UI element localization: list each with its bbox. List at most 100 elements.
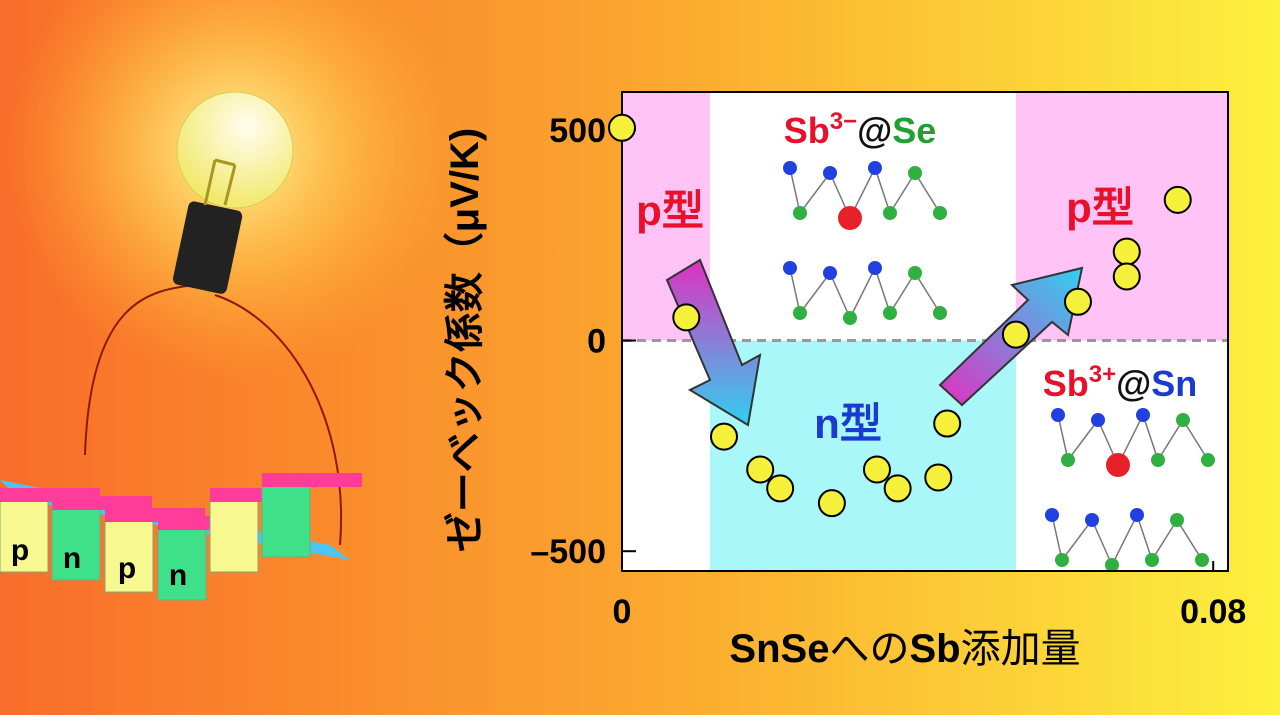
site-label-part: Se bbox=[892, 110, 936, 151]
atom bbox=[793, 306, 807, 320]
data-point bbox=[1163, 185, 1192, 214]
data-point bbox=[817, 489, 846, 518]
atom bbox=[883, 306, 897, 320]
leg bbox=[104, 519, 154, 593]
atom bbox=[1151, 453, 1165, 467]
data-point bbox=[883, 474, 912, 503]
data-point bbox=[766, 474, 795, 503]
atom bbox=[1170, 513, 1184, 527]
atom bbox=[933, 206, 947, 220]
leg-label: p bbox=[118, 552, 136, 585]
atom bbox=[1201, 453, 1215, 467]
data-point bbox=[672, 303, 701, 332]
site-label-part: Sb bbox=[1043, 363, 1089, 404]
region-label: p型 bbox=[1066, 184, 1134, 231]
bond bbox=[1136, 514, 1153, 561]
x-axis-label-part: の bbox=[869, 627, 909, 671]
region-label: n型 bbox=[814, 400, 882, 447]
bond bbox=[1176, 519, 1203, 561]
atom bbox=[908, 266, 922, 280]
data-point bbox=[924, 463, 953, 492]
atom bbox=[1136, 408, 1150, 422]
data-point bbox=[1112, 237, 1141, 266]
x-axis-label-part: Sb bbox=[909, 627, 960, 671]
atom bbox=[1061, 453, 1075, 467]
bond bbox=[799, 272, 831, 314]
atom bbox=[843, 311, 857, 325]
bond bbox=[789, 267, 801, 314]
x-tick-label: 0.08 bbox=[1180, 593, 1246, 631]
atom bbox=[823, 166, 837, 180]
leg bbox=[157, 527, 207, 601]
leg-label: n bbox=[63, 542, 81, 575]
leg bbox=[209, 499, 259, 573]
atom bbox=[933, 306, 947, 320]
atom bbox=[793, 206, 807, 220]
bond bbox=[874, 167, 891, 214]
atom bbox=[1145, 553, 1159, 567]
atom bbox=[1085, 513, 1099, 527]
bond bbox=[1067, 419, 1099, 461]
bond bbox=[1182, 419, 1209, 461]
atom bbox=[1176, 413, 1190, 427]
bond bbox=[799, 172, 831, 214]
bond bbox=[874, 267, 891, 314]
atom bbox=[1091, 413, 1105, 427]
atom bbox=[868, 261, 882, 275]
data-point bbox=[746, 455, 775, 484]
x-axis-label-part: 添加量 bbox=[961, 627, 1081, 671]
bond bbox=[1111, 514, 1138, 566]
atom bbox=[1105, 558, 1119, 572]
leg bbox=[261, 484, 311, 558]
x-axis-label: SnSeへのSb添加量 bbox=[729, 627, 1080, 671]
data-point bbox=[862, 455, 891, 484]
bond bbox=[914, 272, 941, 314]
x-axis-label-part: へ bbox=[829, 627, 869, 671]
x-axis-label-part: SnSe bbox=[729, 627, 829, 671]
site-label-part: Sn bbox=[1151, 363, 1197, 404]
site-label-part: 3+ bbox=[1089, 361, 1116, 388]
bond bbox=[1091, 519, 1113, 566]
bond bbox=[789, 167, 801, 214]
region bbox=[709, 92, 1016, 341]
y-tick-label: –500 bbox=[530, 533, 606, 571]
atom bbox=[783, 161, 797, 175]
plot-frame bbox=[621, 91, 1229, 572]
bond bbox=[1057, 414, 1069, 461]
bond bbox=[889, 172, 916, 214]
atom bbox=[1106, 453, 1130, 477]
atom bbox=[1045, 508, 1059, 522]
site-label: Sb3−@Se bbox=[784, 108, 937, 151]
site-label: Sb3+@Sn bbox=[1043, 361, 1198, 404]
atom bbox=[1130, 508, 1144, 522]
site-label-part: @ bbox=[1116, 363, 1151, 404]
y-axis-label: ゼーベック係数（μV/K) bbox=[443, 128, 487, 552]
data-point bbox=[1001, 320, 1030, 349]
atom bbox=[783, 261, 797, 275]
site-label-part: @ bbox=[857, 110, 892, 151]
atom bbox=[868, 161, 882, 175]
data-point bbox=[608, 113, 636, 142]
bond bbox=[829, 272, 851, 319]
site-label-part: 3− bbox=[830, 108, 857, 135]
atom bbox=[823, 266, 837, 280]
data-point bbox=[1112, 262, 1141, 291]
bond bbox=[1142, 414, 1159, 461]
leg-label: p bbox=[11, 534, 29, 567]
bond bbox=[1157, 419, 1184, 461]
y-tick-label: 0 bbox=[587, 323, 606, 361]
site-label-part: Sb bbox=[784, 110, 830, 151]
arrow bbox=[665, 258, 762, 427]
x-tick-label: 0 bbox=[613, 593, 632, 631]
bond bbox=[1051, 514, 1063, 561]
data-point bbox=[709, 422, 738, 451]
data-point bbox=[933, 409, 962, 438]
leg-label: n bbox=[169, 559, 187, 592]
bond bbox=[1151, 519, 1178, 561]
atom bbox=[908, 166, 922, 180]
data-point bbox=[1063, 287, 1092, 316]
bond bbox=[849, 267, 876, 319]
atom bbox=[1195, 553, 1209, 567]
